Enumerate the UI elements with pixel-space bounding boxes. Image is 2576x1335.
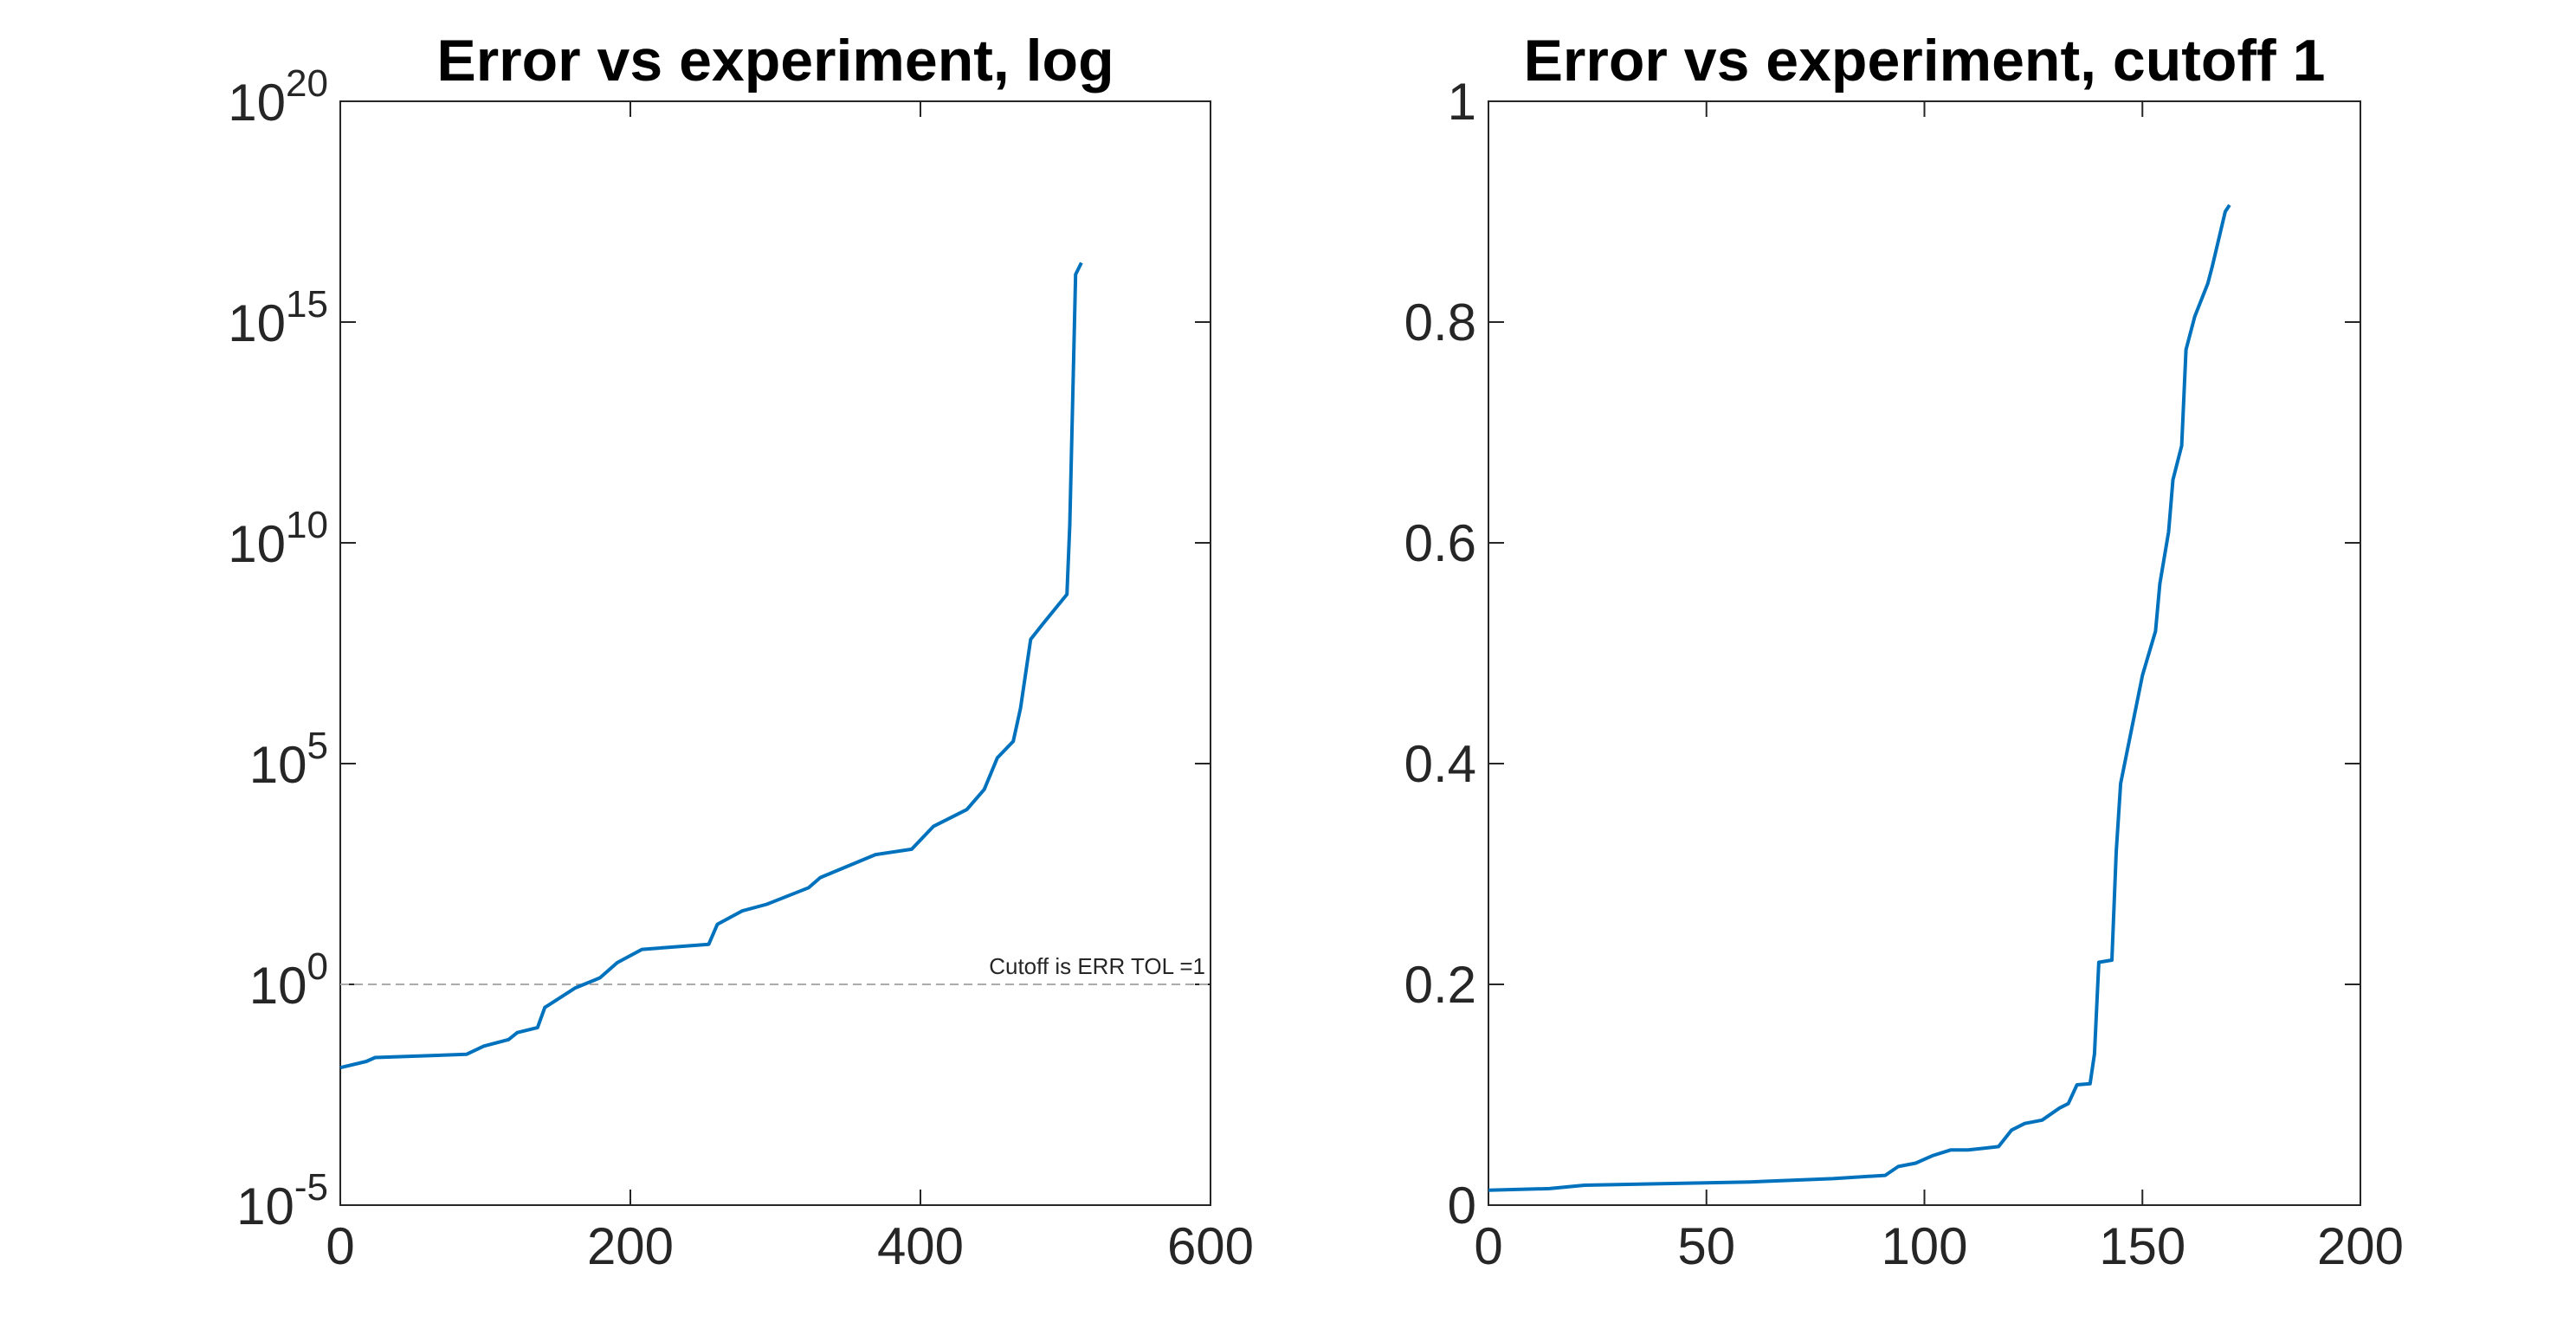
y-tick-label: 0.6 — [1404, 514, 1476, 572]
tick-base: 10 — [249, 736, 307, 794]
x-tick-label: 150 — [2099, 1217, 2185, 1275]
tick-base: 10 — [249, 957, 307, 1015]
y-tick-label: 1020 — [228, 62, 328, 132]
tick-exponent: 5 — [307, 725, 328, 767]
y-tick-label: 0.2 — [1404, 956, 1476, 1014]
x-tick-label: 0 — [1474, 1217, 1502, 1275]
tick-base: 10 — [236, 1177, 294, 1235]
y-tick-label: 0.8 — [1404, 293, 1476, 351]
chart-title: Error vs experiment, log — [436, 28, 1114, 94]
x-tick-label: 0 — [326, 1217, 354, 1275]
x-tick-label: 50 — [1677, 1217, 1735, 1275]
y-tick-label: 1010 — [228, 504, 328, 573]
y-tick-label: 105 — [249, 725, 328, 794]
data-line — [339, 261, 1083, 1070]
plot-area — [1488, 100, 2361, 1206]
x-tick-label: 200 — [2317, 1217, 2404, 1275]
y-tick-label: 0.4 — [1404, 735, 1476, 793]
tick-base: 10 — [228, 294, 286, 352]
y-tick-label: 1 — [1448, 73, 1476, 131]
x-tick-label: 600 — [1167, 1217, 1254, 1275]
tick-base: 10 — [228, 74, 286, 132]
y-tick-label: 100 — [249, 945, 328, 1015]
tick-base: 10 — [228, 515, 286, 573]
x-tick-label: 200 — [587, 1217, 674, 1275]
tick-exponent: -5 — [294, 1166, 328, 1209]
y-tick-label: 10-5 — [236, 1166, 328, 1235]
chart-title: Error vs experiment, cutoff 1 — [1524, 28, 2326, 94]
data-line — [1488, 203, 2231, 1192]
y-tick-label: 1015 — [228, 283, 328, 352]
annotation: Cutoff is ERR TOL =1 — [989, 953, 1205, 979]
x-tick-label: 100 — [1881, 1217, 1967, 1275]
plot-area — [339, 100, 1211, 1206]
y-tick-label: 0 — [1448, 1177, 1476, 1235]
x-tick-label: 400 — [877, 1217, 964, 1275]
tick-exponent: 10 — [286, 504, 328, 546]
tick-exponent: 20 — [286, 62, 328, 105]
tick-exponent: 0 — [307, 945, 328, 988]
tick-exponent: 15 — [286, 283, 328, 326]
